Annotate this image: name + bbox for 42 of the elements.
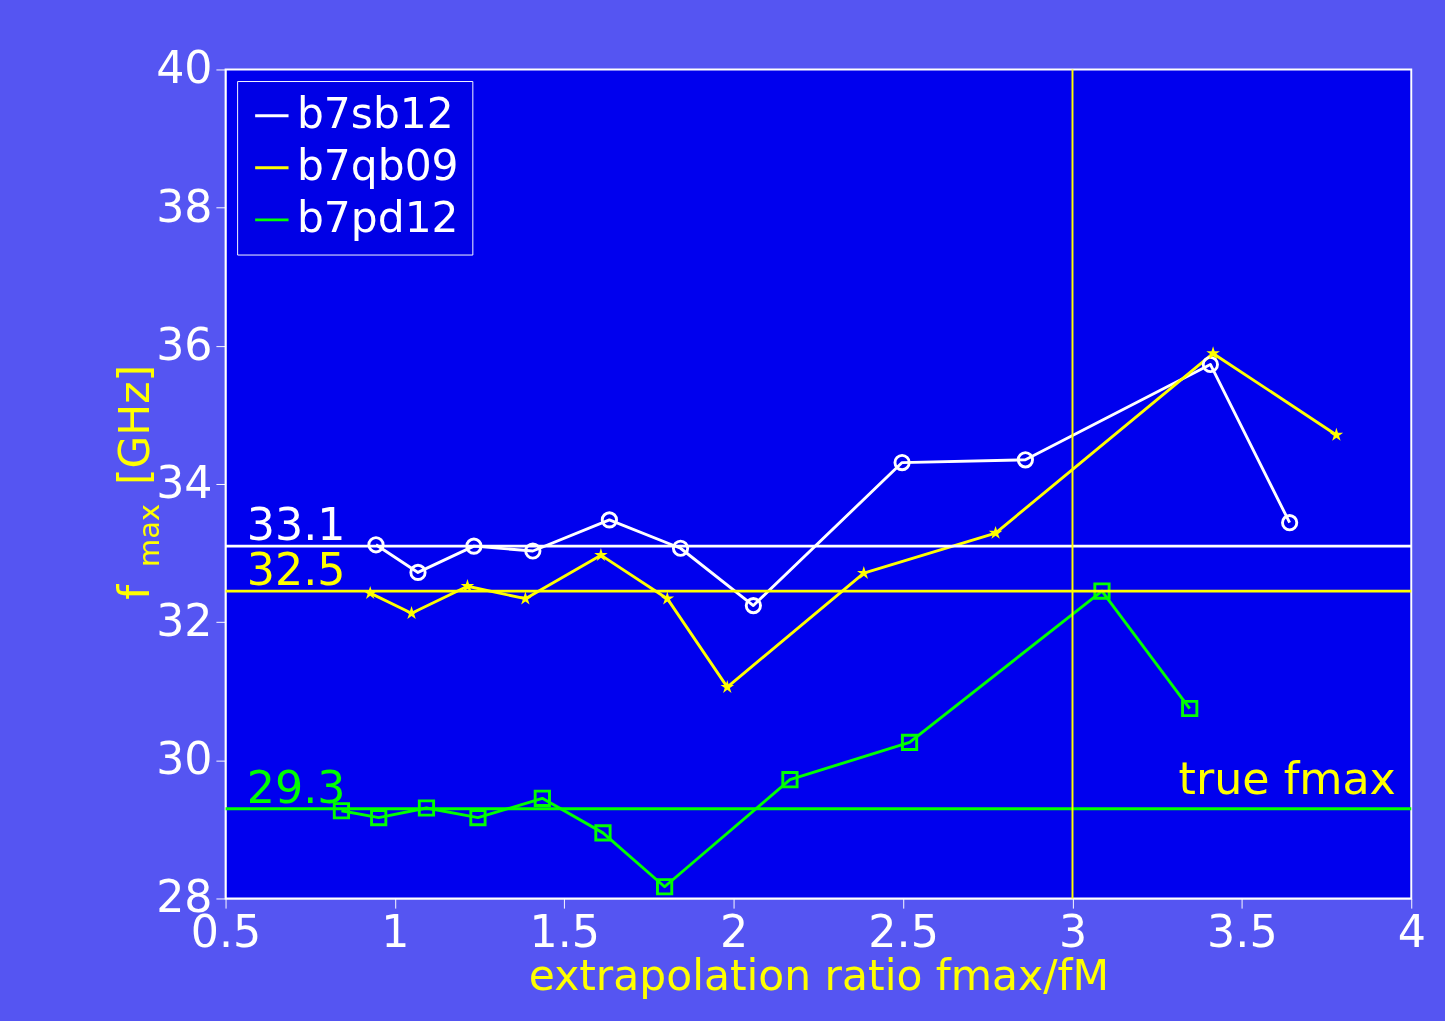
y-tick-label: 30 [156,733,213,785]
point [465,537,483,555]
y-tick-label: 38 [156,180,213,232]
point [417,799,436,817]
point [744,597,762,615]
point [720,679,735,693]
point [332,802,351,820]
y-tick-label: 32 [156,595,213,647]
point [518,591,533,605]
point [1281,514,1299,532]
point [524,542,542,560]
point [469,809,487,827]
point [656,878,674,896]
point [600,511,618,529]
point [988,525,1003,539]
point [370,809,388,827]
x-tick-label: 1 [381,906,410,958]
point [1016,451,1034,469]
point [893,453,911,472]
point [1329,427,1344,441]
legend-label: b7sb12 [296,89,454,139]
x-tick-label: 3.5 [1207,906,1278,958]
x-tick-label: 4 [1397,906,1426,958]
point [594,824,612,842]
y-tick-label: 36 [156,318,213,370]
y-tick-label: 40 [156,42,213,94]
point [1201,355,1219,374]
legend-label: b7qb09 [296,141,459,191]
point [1181,699,1199,718]
point [660,591,675,605]
point [900,733,919,751]
point [594,548,608,561]
ref-line-label: true fmax [1178,752,1396,804]
point [671,539,690,557]
ref-line-label: 29.3 [246,761,346,813]
legend-label: b7pd12 [296,193,459,243]
point [404,606,419,619]
point [1206,346,1220,360]
point [781,771,799,789]
point [367,536,385,554]
point [533,789,551,807]
point [409,563,427,581]
